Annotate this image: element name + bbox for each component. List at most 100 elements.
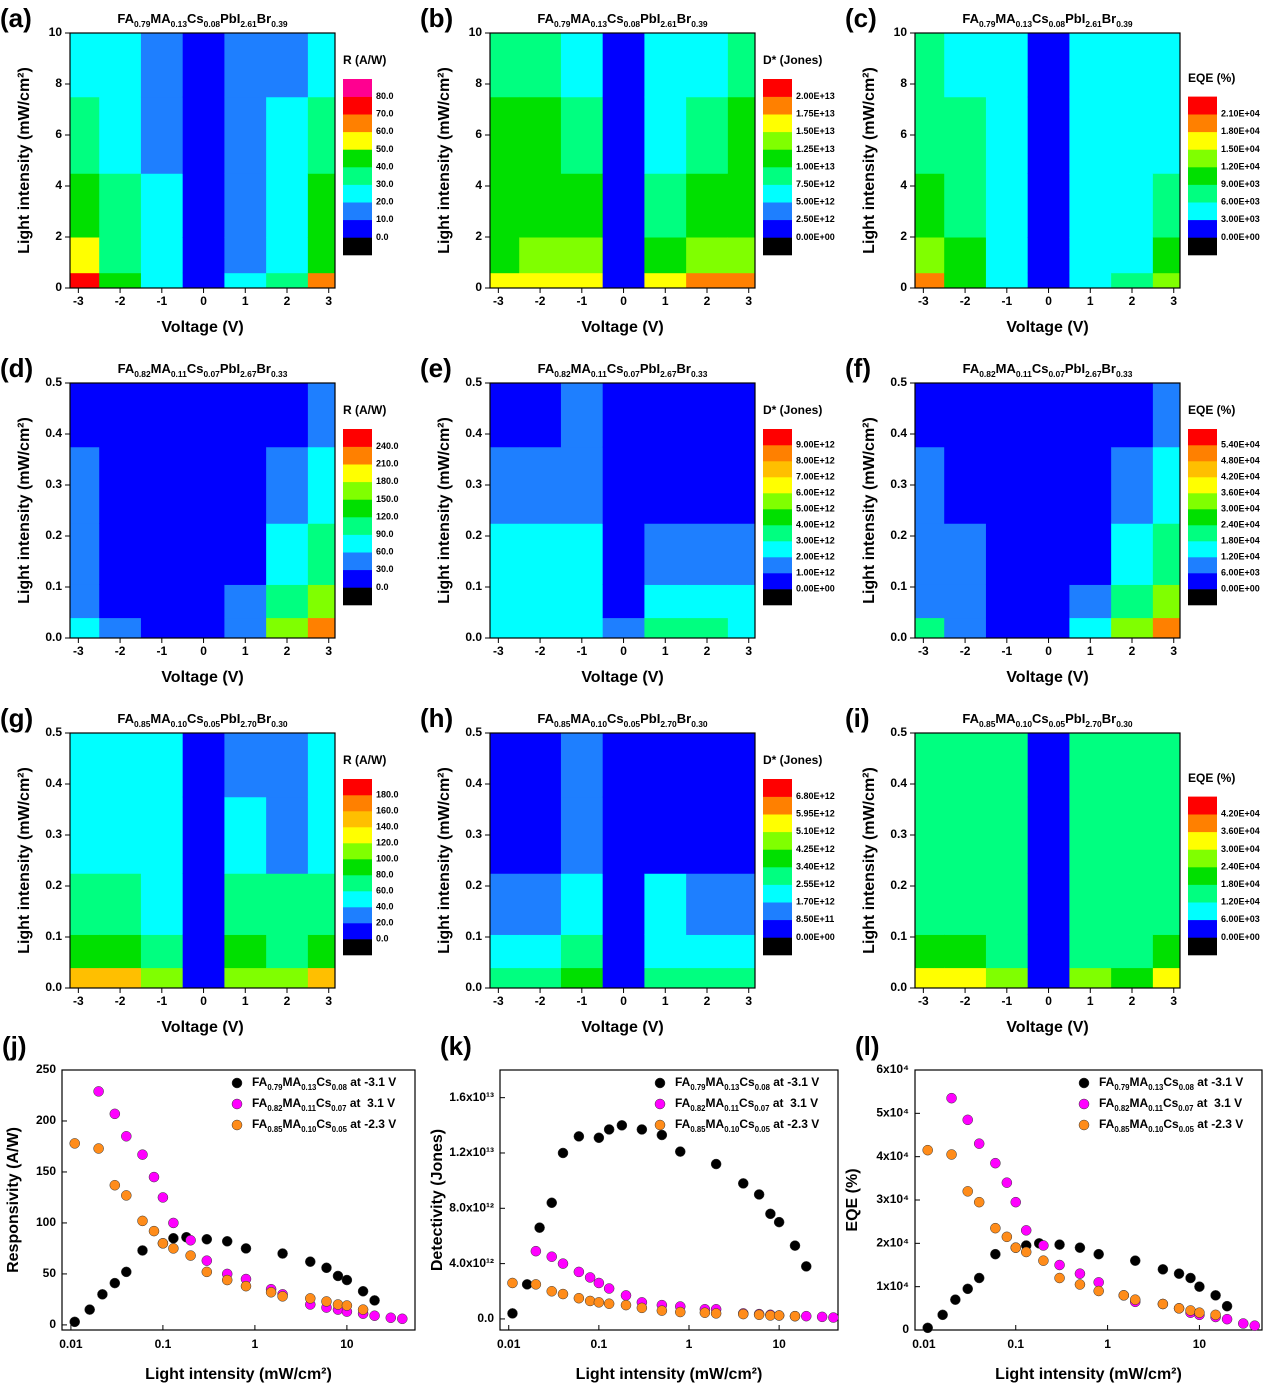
contour-cell (490, 796, 520, 874)
colorbar-label: 1.80E+04 (1221, 879, 1260, 889)
colorbar-label: 4.80E+04 (1221, 455, 1260, 465)
colorbar-swatch (763, 557, 792, 574)
contour-cell (99, 584, 142, 619)
colorbar-swatch (1188, 461, 1217, 478)
x-tick-label: -1 (156, 994, 167, 1008)
x-tick-label: 0.1 (1007, 1337, 1024, 1351)
colorbar-label: 5.95E+12 (796, 809, 835, 819)
data-point (1173, 1268, 1185, 1279)
chart-title: FA0.82MA0.11Cs0.07PbI2.67Br0.33 (538, 361, 708, 379)
contour-cell (140, 934, 184, 969)
data-point (738, 1308, 749, 1320)
contour-cell (915, 173, 945, 238)
legend-label: FA0.85MA0.10Cs0.05 at -2.3 V (252, 1117, 396, 1133)
colorbar-label: 1.80E+04 (1221, 535, 1260, 545)
colorbar-label: 60.0 (376, 547, 394, 557)
x-tick-label: -1 (576, 994, 587, 1008)
colorbar-swatch (343, 446, 372, 465)
contour-cell (1027, 733, 1070, 798)
data-point (1010, 1242, 1021, 1253)
contour-cell (1152, 383, 1181, 448)
contour-cell (307, 383, 336, 448)
data-point (265, 1287, 277, 1298)
contour-cell (944, 873, 987, 935)
y-axis-label: Light intensity (mW/cm²) (861, 417, 878, 604)
y-tick-label: 0.5 (45, 725, 62, 739)
contour-cell (1069, 617, 1112, 639)
contour-cell (1069, 33, 1112, 98)
contour-cell (140, 523, 184, 585)
colorbar-label: 2.40E+04 (1221, 519, 1260, 529)
contour-cell (1152, 446, 1181, 524)
legend-marker (654, 1077, 666, 1089)
plot-frame (489, 32, 756, 289)
colorbar-swatch (1188, 541, 1217, 558)
plot-frame (489, 382, 756, 639)
contour-cell (182, 272, 225, 289)
contour-cell (182, 934, 225, 969)
colorbar-label: 180.0 (376, 789, 399, 799)
contour-cell (140, 873, 184, 935)
contour-cell (602, 33, 645, 98)
contour-cell (1152, 33, 1181, 98)
legend-marker (231, 1098, 243, 1110)
contour-cell (70, 934, 100, 969)
colorbar-label: 1.00E+12 (796, 567, 835, 577)
contour-cell (266, 96, 309, 174)
colorbar-swatch (763, 779, 792, 797)
colorbar-swatch (763, 167, 792, 185)
y-axis-label: Light intensity (mW/cm²) (861, 67, 878, 254)
legend-marker (1078, 1098, 1090, 1110)
colorbar-title: EQE (%) (1188, 71, 1235, 85)
colorbar-swatch (763, 131, 792, 150)
colorbar-label: 1.75E+13 (796, 109, 835, 119)
colorbar-label: 1.20E+04 (1221, 897, 1260, 907)
data-point (109, 1108, 121, 1120)
x-tick-label: 1 (662, 994, 669, 1008)
colorbar-label: 60.0 (376, 126, 394, 136)
contour-cell (915, 967, 945, 989)
data-point (1038, 1240, 1049, 1251)
y-tick-label: 4 (475, 178, 482, 192)
colorbar-label: 6.00E+12 (796, 487, 835, 497)
x-tick-label: 0 (1045, 644, 1052, 658)
contour-cell (602, 446, 645, 524)
colorbar-label: 2.10E+04 (1221, 109, 1260, 119)
colorbar-swatch (763, 814, 792, 833)
x-tick-label: 2 (704, 644, 711, 658)
colorbar-label: 8.00E+12 (796, 455, 835, 465)
contour-cell (490, 967, 520, 989)
panel-label: (b) (420, 3, 453, 33)
x-tick-label: 3 (325, 644, 332, 658)
contour-cell (1111, 33, 1154, 98)
data-point (546, 1251, 557, 1262)
colorbar-label: 100.0 (376, 853, 399, 863)
legend-label: FA0.82MA0.11Cs0.07 at 3.1 V (252, 1096, 395, 1112)
colorbar-label: 0.00E+00 (1221, 583, 1260, 593)
panel-label: (f) (845, 353, 871, 383)
contour-cell (490, 584, 520, 619)
x-tick-label: 2 (1129, 644, 1136, 658)
contour-cell (1152, 173, 1181, 238)
colorbar-label: 0.00E+00 (796, 583, 835, 593)
contour-cell (915, 446, 945, 524)
contour-cell (99, 96, 142, 174)
contour-cell (560, 796, 604, 874)
x-axis-label: Voltage (V) (581, 1019, 663, 1036)
data-point (675, 1146, 686, 1157)
data-point (1157, 1298, 1169, 1310)
contour-cell (644, 173, 687, 238)
data-point (305, 1256, 316, 1267)
data-point (1194, 1307, 1205, 1318)
contour-cell (140, 237, 184, 274)
data-point (221, 1236, 233, 1247)
data-point (1185, 1272, 1196, 1284)
data-point (1210, 1290, 1221, 1301)
contour-cell (915, 33, 945, 98)
data-point (397, 1313, 408, 1325)
data-point (990, 1248, 1001, 1260)
contour-cell (140, 967, 184, 989)
colorbar-swatch (343, 907, 372, 924)
data-point (990, 1157, 1001, 1169)
y-tick-label: 2 (475, 229, 482, 243)
